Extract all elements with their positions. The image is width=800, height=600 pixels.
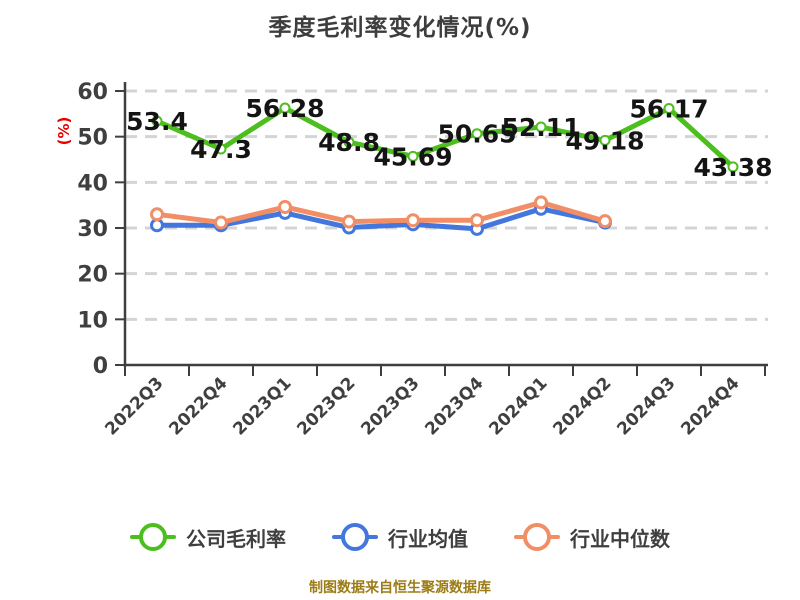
- svg-text:2023Q2: 2023Q2: [293, 373, 359, 439]
- legend-item-industry-median: 行业中位数: [514, 523, 670, 552]
- svg-text:2023Q4: 2023Q4: [421, 373, 487, 439]
- svg-text:2022Q4: 2022Q4: [165, 373, 231, 439]
- svg-text:43.38: 43.38: [693, 153, 772, 182]
- svg-text:2024Q3: 2024Q3: [613, 373, 679, 439]
- svg-text:0: 0: [93, 354, 108, 379]
- svg-text:30: 30: [77, 217, 108, 242]
- legend-label-industry-median: 行业中位数: [570, 526, 670, 551]
- svg-text:50: 50: [77, 126, 108, 151]
- svg-text:50.65: 50.65: [437, 120, 516, 149]
- svg-text:53.4: 53.4: [126, 107, 188, 136]
- svg-text:2022Q3: 2022Q3: [101, 373, 167, 439]
- industry-median-line-marker-icon: [514, 523, 560, 551]
- svg-text:45.69: 45.69: [373, 142, 452, 171]
- data-source-note: 制图数据来自恒生聚源数据库: [309, 580, 491, 596]
- svg-text:2023Q1: 2023Q1: [229, 373, 295, 439]
- svg-text:48.8: 48.8: [318, 128, 380, 157]
- svg-text:49.18: 49.18: [565, 126, 644, 155]
- legend-item-company: 公司毛利率: [130, 523, 286, 552]
- svg-text:47.3: 47.3: [190, 135, 252, 164]
- svg-text:10: 10: [77, 308, 108, 333]
- svg-text:2023Q3: 2023Q3: [357, 373, 423, 439]
- legend-item-industry-mean: 行业均值: [332, 523, 468, 552]
- svg-text:52.11: 52.11: [501, 113, 580, 142]
- svg-text:60: 60: [77, 80, 108, 105]
- svg-text:2024Q4: 2024Q4: [677, 373, 743, 439]
- svg-text:2024Q1: 2024Q1: [485, 373, 551, 439]
- svg-text:2024Q2: 2024Q2: [549, 373, 615, 439]
- plot-area: 01020304050602022Q32022Q42023Q12023Q2202…: [77, 80, 772, 440]
- company-line-marker-icon: [130, 523, 176, 551]
- legend-label-company: 公司毛利率: [186, 526, 286, 551]
- chart-title: 季度毛利率变化情况(%): [268, 15, 532, 41]
- industry-mean-line-marker-icon: [332, 523, 378, 551]
- svg-text:56.28: 56.28: [245, 94, 324, 123]
- svg-text:56.17: 56.17: [629, 94, 708, 123]
- svg-text:40: 40: [77, 171, 108, 196]
- legend-label-industry-mean: 行业均值: [388, 526, 468, 551]
- svg-text:20: 20: [77, 263, 108, 288]
- legend: 公司毛利率 行业均值 行业中位数: [0, 514, 800, 560]
